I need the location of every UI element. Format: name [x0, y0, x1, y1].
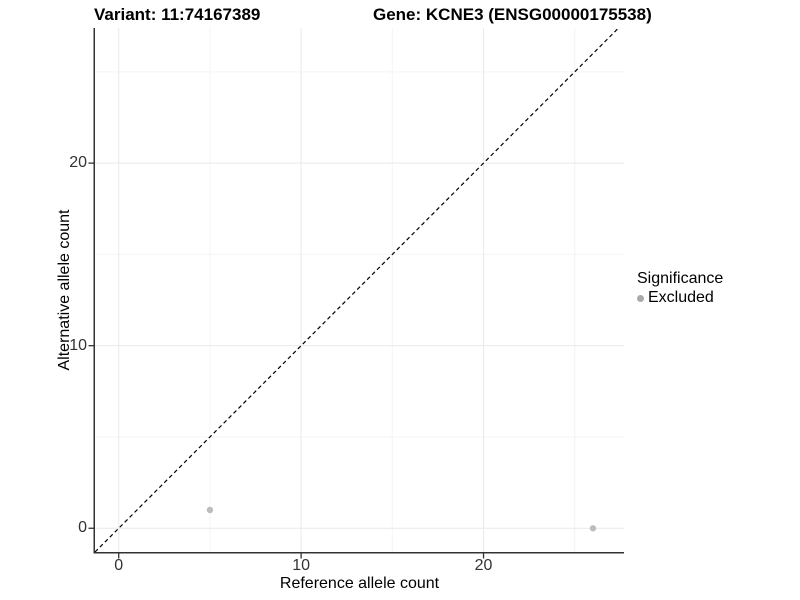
identity-reference-line	[94, 27, 619, 553]
data-point	[589, 525, 597, 532]
legend: Significance Excluded	[637, 269, 723, 307]
x-axis-title: Reference allele count	[279, 575, 440, 592]
x-tick-label: 20	[474, 557, 493, 574]
legend-title: Significance	[637, 270, 724, 287]
legend-key-dot	[637, 294, 644, 302]
data-point	[206, 506, 214, 514]
x-tick-label: 0	[114, 557, 124, 574]
plot-panel	[88, 27, 624, 559]
plot-title-variant: Variant: 11:74167389	[94, 5, 261, 24]
legend-item-label: Excluded	[648, 289, 714, 306]
legend-item-excluded: Excluded	[637, 289, 723, 307]
plot-title-gene: Gene: KCNE3 (ENSG00000175538)	[373, 5, 652, 24]
y-tick-label: 20	[69, 154, 87, 172]
x-tick-label: 10	[292, 557, 311, 574]
y-tick-label: 0	[78, 519, 87, 537]
y-tick-label: 10	[69, 336, 87, 354]
